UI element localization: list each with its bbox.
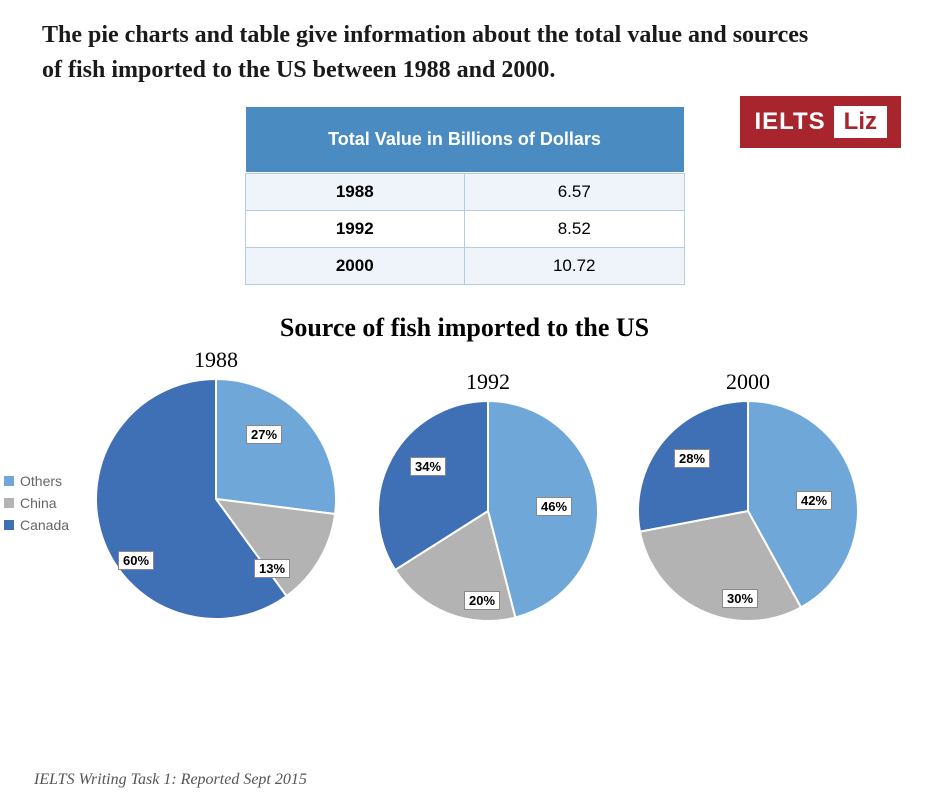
legend-swatch [4,498,14,508]
ielts-liz-logo: IELTS Liz [740,96,901,148]
pie-svg [96,379,336,619]
table-row: 1988 6.57 [245,173,684,210]
page-title: The pie charts and table give informatio… [0,0,850,88]
pie-year-label: 1992 [378,369,598,395]
logo-right: Liz [834,106,887,138]
slice-label-china: 30% [722,589,758,608]
pie-year-label: 1988 [96,347,336,373]
pie-year-label: 2000 [638,369,858,395]
pie-chart-1988: 1988 27% 13% 60% [96,347,336,619]
value-table: Total Value in Billions of Dollars 1988 … [245,106,685,285]
legend-item-canada: Canada [4,517,69,533]
cell-value: 8.52 [465,210,685,247]
slice-label-china: 20% [464,591,500,610]
table-header: Total Value in Billions of Dollars [245,106,685,173]
legend-swatch [4,476,14,486]
legend: Others China Canada [4,467,69,539]
table-body: 1988 6.57 1992 8.52 2000 10.72 [245,173,685,285]
legend-label: Others [20,473,62,489]
legend-label: China [20,495,57,511]
slice-label-others: 42% [796,491,832,510]
pie-chart-2000: 2000 42% 30% 28% [638,369,858,621]
pie-svg [638,401,858,621]
slice-label-others: 46% [536,497,572,516]
cell-value: 10.72 [465,247,685,284]
pie-chart-1992: 1992 46% 20% 34% [378,369,598,621]
legend-item-china: China [4,495,69,511]
table-row: 1992 8.52 [245,210,684,247]
charts-title: Source of fish imported to the US [0,313,929,343]
slice-label-canada: 60% [118,551,154,570]
slice-label-canada: 28% [674,449,710,468]
legend-swatch [4,520,14,530]
legend-item-others: Others [4,473,69,489]
footer-note: IELTS Writing Task 1: Reported Sept 2015 [34,771,307,789]
legend-label: Canada [20,517,69,533]
cell-year: 1988 [245,173,465,210]
slice-label-canada: 34% [410,457,446,476]
cell-value: 6.57 [465,173,685,210]
cell-year: 1992 [245,210,465,247]
slice-label-others: 27% [246,425,282,444]
charts-row: Others China Canada 1988 27% 13% 60% 1992 46%… [0,347,929,677]
table-row: 2000 10.72 [245,247,684,284]
logo-left: IELTS [754,108,825,136]
cell-year: 2000 [245,247,465,284]
pie-slice-others [216,379,336,514]
slice-label-china: 13% [254,559,290,578]
